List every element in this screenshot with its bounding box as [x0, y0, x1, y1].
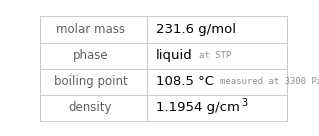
Text: at STP: at STP	[199, 51, 231, 60]
Text: 108.5 °C: 108.5 °C	[156, 75, 214, 88]
Text: measured at 3300 Pa: measured at 3300 Pa	[220, 77, 319, 86]
Text: phase: phase	[73, 49, 108, 62]
Text: 231.6 g/mol: 231.6 g/mol	[156, 23, 236, 36]
Text: boiling point: boiling point	[54, 75, 127, 88]
Text: molar mass: molar mass	[56, 23, 125, 36]
Text: liquid: liquid	[156, 49, 193, 62]
Text: 1.1954 g/cm: 1.1954 g/cm	[156, 101, 240, 115]
Text: 3: 3	[241, 98, 247, 108]
Text: density: density	[69, 101, 112, 115]
